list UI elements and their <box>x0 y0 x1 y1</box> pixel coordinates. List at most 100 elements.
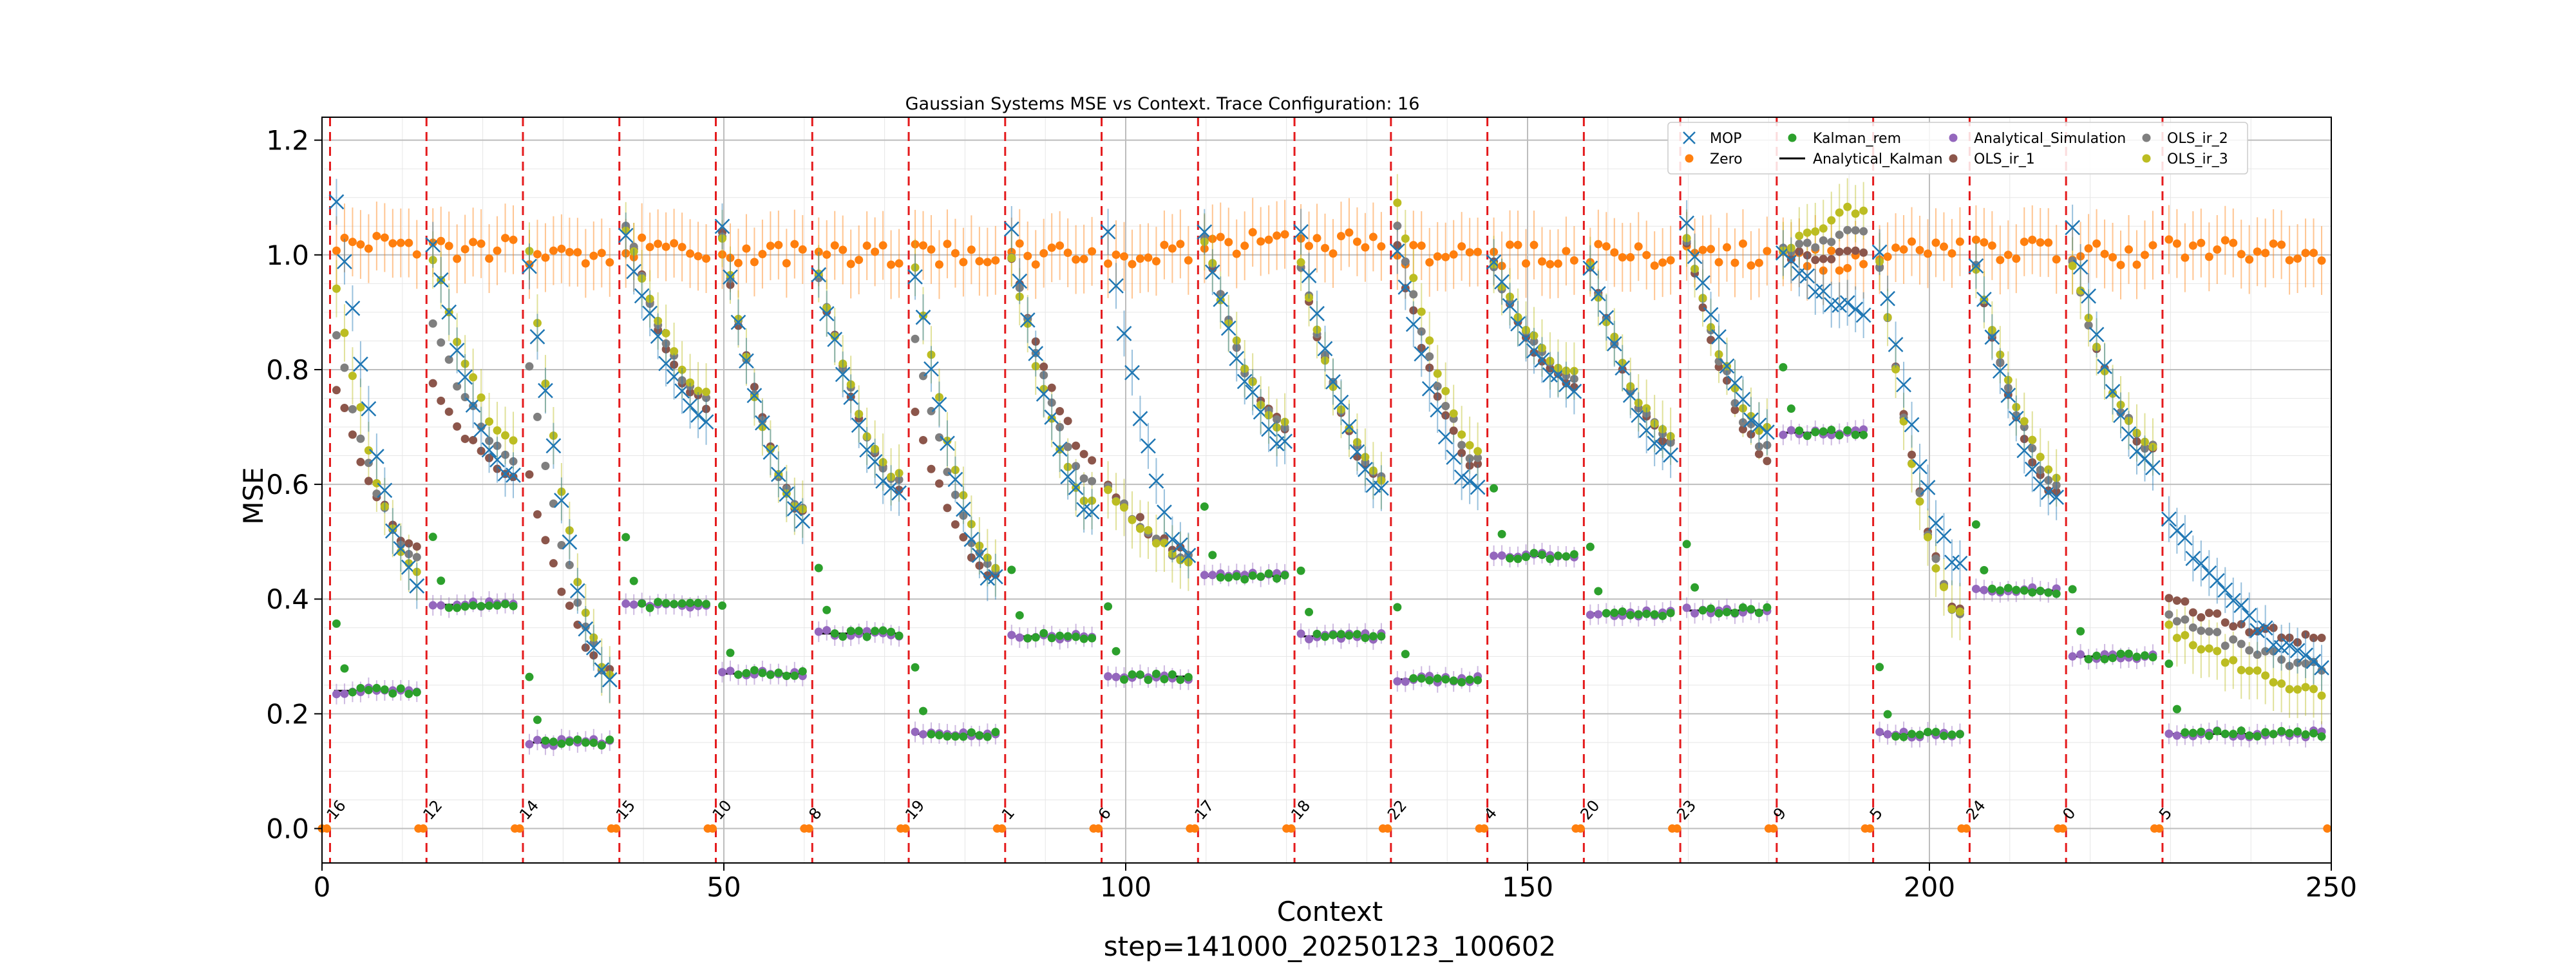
legend-marker <box>1949 133 1958 142</box>
zero-point <box>2237 250 2246 259</box>
ols-ir-1-point <box>2285 633 2294 642</box>
zero-point <box>1120 252 1129 261</box>
ols-ir-1-point <box>404 539 413 548</box>
kalman-rem-point <box>1449 676 1458 685</box>
zero-point <box>1312 234 1321 243</box>
mop-point <box>1261 421 1277 437</box>
ols-ir-1-point <box>428 379 437 388</box>
kalman-rem-point <box>2269 730 2278 739</box>
ols-ir-2-point <box>951 490 960 499</box>
zero-point <box>1996 256 2005 265</box>
zero-boundary-point <box>2150 824 2159 833</box>
kalman-rem-point <box>1200 502 1209 511</box>
ols-ir-3-point <box>460 359 469 368</box>
ols-ir-2-point <box>1763 440 1772 450</box>
kalman-rem-point <box>758 668 767 677</box>
ols-ir-3-point <box>525 247 534 256</box>
kalman-rem-point <box>1144 676 1153 685</box>
ols-ir-2-point <box>1433 382 1442 391</box>
mop-point <box>449 343 465 358</box>
ols-ir-2-point <box>2253 650 2262 659</box>
mop-point <box>1815 283 1832 299</box>
ols-ir-2-point <box>485 437 494 446</box>
kalman-rem-point <box>2213 726 2222 735</box>
ols-ir-3-point <box>573 578 582 587</box>
ols-ir-1-point <box>661 345 670 354</box>
zero-boundary-point <box>1861 824 1870 833</box>
mop-point <box>891 485 907 501</box>
mop-point <box>2121 426 2137 442</box>
ols-ir-3-point <box>1650 419 1659 428</box>
mop-point <box>1157 504 1172 520</box>
legend-label: MOP <box>1710 131 1742 147</box>
mop-point <box>2217 582 2233 598</box>
zero-point <box>2213 245 2222 254</box>
ols-ir-3-point <box>1506 292 1515 301</box>
mop-point <box>923 361 939 377</box>
zero-point <box>1658 258 1667 267</box>
ols-ir-1-point <box>1056 406 1065 415</box>
analytical-sim-point <box>1980 585 1989 594</box>
mop-point <box>2097 359 2112 374</box>
ols-ir-2-point <box>1875 263 1884 272</box>
kalman-rem-point <box>589 738 598 747</box>
ols-ir-3-point <box>1160 538 1169 547</box>
zero-boundary-point <box>1668 824 1677 833</box>
analytical-sim-point <box>1490 551 1499 560</box>
analytical-sim-point <box>1208 571 1217 580</box>
mop-point <box>1309 306 1325 321</box>
ols-ir-3-point <box>1786 243 1795 252</box>
ols-ir-2-point <box>1039 371 1048 380</box>
kalman-rem-point <box>1352 630 1361 639</box>
zero-point <box>525 260 534 269</box>
zero-point <box>742 244 751 253</box>
ols-ir-3-point <box>1682 234 1691 243</box>
legend-marker <box>1683 131 1696 144</box>
ols-ir-2-point <box>1425 352 1434 361</box>
kalman-rem-point <box>1128 670 1137 679</box>
kalman-rem-point <box>750 666 759 675</box>
zero-point <box>1634 242 1643 251</box>
kalman-rem-point <box>509 601 518 611</box>
ols-ir-3-point <box>2148 442 2157 451</box>
kalman-rem-point <box>1433 674 1442 683</box>
legend-box <box>1667 122 2248 175</box>
mop-point <box>1848 301 1864 317</box>
zero-point <box>1763 247 1772 256</box>
ols-ir-3-point <box>1939 583 1948 592</box>
ols-ir-3-point <box>686 378 695 387</box>
kalman-rem-point <box>1513 554 1522 564</box>
kalman-rem-point <box>2317 732 2326 741</box>
mop-point <box>1141 438 1156 454</box>
ols-ir-1-point <box>750 383 759 392</box>
ols-ir-2-point <box>2188 623 2197 632</box>
mop-point <box>529 328 545 345</box>
zero-point <box>1112 251 1121 260</box>
ols-ir-3-point <box>1368 466 1378 475</box>
zero-point <box>1200 244 1209 253</box>
mop-point <box>1028 346 1044 361</box>
legend-label: OLS_ir_2 <box>2167 131 2228 147</box>
mop-point <box>1060 469 1076 485</box>
ols-ir-3-point <box>855 410 864 419</box>
ols-ir-2-point <box>1393 222 1402 231</box>
ols-ir-3-point <box>645 294 654 303</box>
ols-ir-3-point <box>469 373 478 382</box>
ols-ir-3-point <box>2012 402 2021 412</box>
zero-point <box>1208 234 1217 243</box>
kalman-rem-point <box>460 602 469 611</box>
kalman-rem-point <box>1039 629 1048 638</box>
kalman-rem-point <box>1264 569 1273 578</box>
ols-ir-1-point <box>975 561 984 570</box>
analytical-sim-point <box>1586 611 1595 620</box>
ols-ir-1-point <box>2317 633 2326 642</box>
zero-point <box>2309 249 2318 258</box>
ols-ir-3-point <box>1296 258 1305 267</box>
ols-ir-2-point <box>1569 374 1578 383</box>
ols-ir-2-point <box>959 511 968 520</box>
zero-point <box>332 246 341 255</box>
ols-ir-3-point <box>1698 294 1707 303</box>
zero-point <box>1626 253 1635 262</box>
kalman-rem-point <box>654 598 663 607</box>
legend-label: OLS_ir_3 <box>2167 151 2228 167</box>
